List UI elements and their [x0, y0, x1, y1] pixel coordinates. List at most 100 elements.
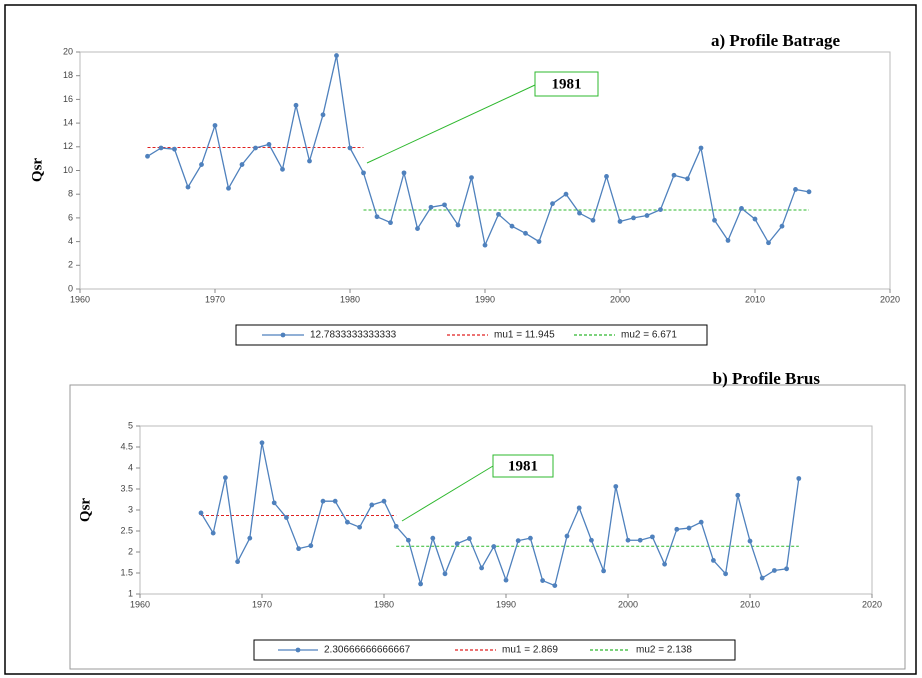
data-point — [747, 538, 753, 544]
data-point — [253, 145, 258, 151]
data-point — [334, 53, 339, 58]
legend-marker — [295, 647, 301, 653]
data-point — [509, 223, 515, 229]
x-tick-label: 2010 — [740, 599, 760, 609]
plot-area — [139, 425, 873, 595]
data-point — [496, 211, 501, 217]
data-point — [698, 145, 704, 151]
data-point — [617, 219, 623, 224]
data-point — [712, 217, 717, 223]
data-point — [796, 476, 802, 481]
data-point — [199, 162, 204, 167]
data-point — [145, 153, 150, 159]
data-point — [725, 238, 731, 243]
y-tick-label: 2 — [128, 546, 133, 556]
annotation-line — [401, 465, 494, 522]
legend-label: 12.7833333333333 — [310, 330, 397, 341]
data-point — [284, 515, 289, 520]
data-point — [739, 206, 744, 211]
data-point — [455, 222, 461, 228]
y-tick-label: 2.5 — [120, 525, 133, 535]
x-tick-label: 2000 — [618, 599, 638, 609]
y-axis-label: Qsr — [77, 498, 93, 523]
legend-box — [235, 324, 708, 346]
data-point — [381, 498, 387, 504]
data-point — [523, 230, 528, 236]
data-point — [454, 541, 460, 546]
data-point — [172, 146, 177, 152]
y-tick-label: 8 — [68, 189, 73, 199]
data-point — [637, 537, 643, 543]
legend-label: mu1 = 11.945 — [494, 330, 555, 341]
data-point — [185, 184, 191, 190]
annotation: 1981 — [508, 458, 538, 474]
data-point — [271, 500, 277, 506]
data-point — [723, 571, 728, 577]
data-point — [357, 524, 362, 530]
data-point — [361, 170, 366, 176]
x-tick-label: 1970 — [205, 294, 225, 304]
x-tick-label: 1970 — [252, 599, 272, 609]
data-point — [759, 575, 765, 581]
y-tick-label: 4 — [128, 462, 133, 472]
y-tick-label: 3 — [128, 504, 133, 514]
data-point — [235, 559, 241, 565]
data-point — [158, 145, 164, 151]
legend-label: mu2 = 6.671 — [621, 330, 677, 341]
data-point — [604, 174, 609, 179]
data-point — [491, 544, 497, 549]
data-point — [577, 210, 582, 216]
data-point — [320, 112, 326, 118]
data-point — [223, 475, 228, 481]
data-point — [210, 530, 216, 536]
data-point — [345, 519, 350, 525]
data-point — [266, 142, 272, 147]
data-point — [374, 214, 380, 220]
y-tick-label: 18 — [63, 70, 73, 80]
data-point — [369, 502, 375, 508]
data-point — [550, 201, 555, 207]
y-tick-label: 4 — [68, 236, 73, 246]
data-point — [564, 533, 570, 539]
annotation-box — [492, 454, 554, 478]
y-tick-label: 16 — [63, 94, 73, 104]
data-point — [418, 581, 423, 587]
legend-marker — [280, 332, 286, 338]
data-point — [601, 568, 606, 574]
data-point — [590, 217, 596, 223]
data-point — [479, 565, 484, 571]
data-point — [347, 145, 353, 151]
y-tick-label: 0 — [68, 283, 73, 293]
data-point — [625, 537, 631, 543]
data-point — [772, 568, 777, 573]
chart-title: b) Profile Brus — [713, 369, 821, 388]
data-point — [779, 223, 785, 229]
data-point — [735, 492, 741, 498]
y-tick-label: 2 — [68, 260, 73, 270]
y-tick-label: 4.5 — [120, 441, 133, 451]
data-point — [442, 571, 448, 577]
legend-label: 2.30666666666667 — [324, 645, 411, 656]
y-tick-label: 14 — [63, 117, 73, 127]
data-point — [674, 526, 680, 532]
x-tick-label: 2020 — [880, 294, 900, 304]
data-point — [430, 535, 436, 541]
data-point — [644, 213, 650, 218]
data-point — [552, 583, 558, 588]
data-point — [415, 226, 420, 231]
y-tick-label: 6 — [68, 212, 73, 222]
x-tick-label: 1990 — [475, 294, 495, 304]
data-point — [589, 537, 594, 543]
x-tick-label: 1960 — [130, 599, 150, 609]
data-point — [198, 510, 204, 516]
legend-label: mu1 = 2.869 — [502, 645, 558, 656]
data-point — [428, 204, 434, 210]
legend-label: mu2 = 2.138 — [636, 645, 692, 656]
data-point — [631, 215, 636, 221]
chart-frame — [69, 384, 906, 670]
data-point — [239, 162, 245, 167]
data-point — [793, 187, 798, 192]
data-point — [711, 558, 716, 563]
x-tick-label: 1990 — [496, 599, 516, 609]
